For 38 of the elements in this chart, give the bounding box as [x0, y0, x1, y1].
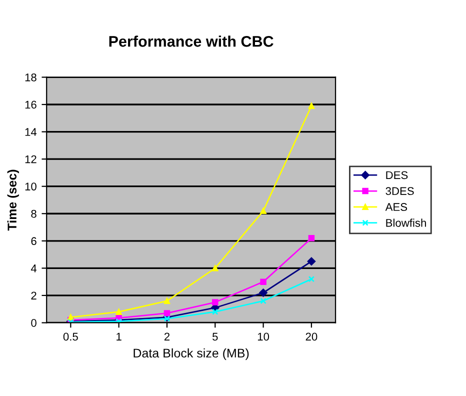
y-axis-title: Time (sec): [7, 170, 19, 231]
x-axis-title: Data Block size (MB): [134, 348, 249, 360]
y-tick-label: 18: [25, 73, 36, 82]
legend-label: Blowfish: [386, 218, 426, 227]
point: [164, 298, 170, 304]
y-tick-label: 12: [25, 155, 36, 164]
point: [212, 299, 218, 306]
point: [307, 257, 316, 266]
y-tick-label: 0: [31, 319, 36, 327]
point: [164, 310, 170, 316]
point: [308, 102, 315, 109]
y-tick-label: 8: [31, 210, 36, 218]
point: [260, 278, 266, 285]
y-tick-label: 16: [25, 100, 36, 109]
point: [259, 288, 268, 297]
x-tick-label: 20: [306, 332, 318, 341]
legend-label: 3DES: [386, 187, 414, 196]
x-tick-label: 1: [116, 332, 122, 341]
point: [308, 276, 315, 282]
y-tick-label: 10: [25, 182, 36, 190]
x-tick-label: 0.5: [63, 332, 78, 341]
legend-label: AES: [385, 203, 408, 211]
chart-title: Performance with CBC: [109, 36, 274, 47]
x-tick-label: 10: [258, 332, 270, 341]
point: [260, 208, 266, 214]
y-tick-label: 2: [31, 292, 36, 300]
point: [116, 308, 122, 315]
point: [260, 298, 266, 304]
y-tick-label: 4: [30, 264, 37, 272]
x-tick-label: 2: [164, 332, 170, 341]
y-tick-label: 6: [31, 237, 36, 246]
legend-label: DES: [386, 171, 408, 180]
y-tick-label: 14: [25, 128, 37, 136]
point: [212, 308, 218, 315]
x-tick-label: 5: [212, 332, 218, 341]
point: [164, 316, 170, 322]
point: [116, 318, 122, 323]
point: [308, 235, 315, 242]
